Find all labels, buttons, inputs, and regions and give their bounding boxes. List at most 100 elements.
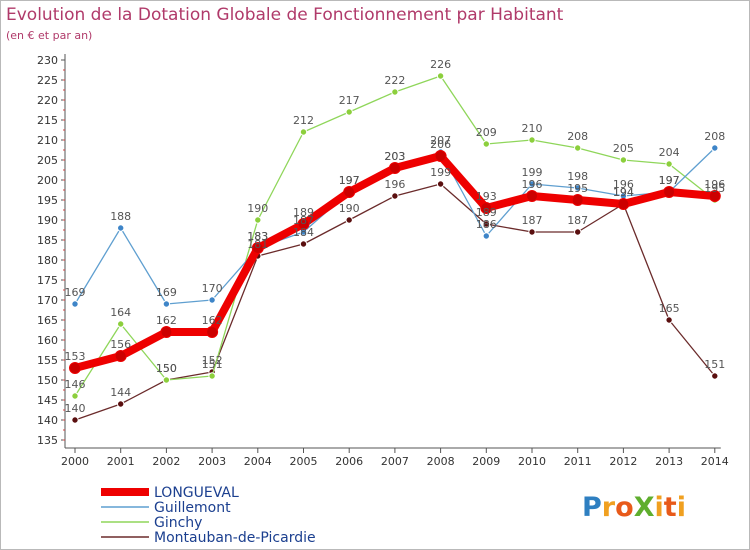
data-label: 187 xyxy=(567,214,588,227)
x-tick-label: 2004 xyxy=(244,455,272,468)
data-label: 183 xyxy=(247,230,268,243)
x-tick-label: 2010 xyxy=(518,455,546,468)
data-label: 162 xyxy=(202,314,223,327)
data-label: 169 xyxy=(65,286,86,299)
legend-label: LONGUEVAL xyxy=(154,485,239,501)
data-point xyxy=(434,150,447,162)
data-point xyxy=(528,136,536,144)
data-label: 196 xyxy=(522,178,543,191)
series-ginchy xyxy=(71,72,719,400)
data-label: 169 xyxy=(156,286,177,299)
data-label: 212 xyxy=(293,114,314,127)
data-label: 199 xyxy=(430,166,451,179)
y-tick-label: 165 xyxy=(37,314,58,327)
x-tick-label: 2007 xyxy=(381,455,409,468)
proxiti-logo: ProXiti xyxy=(582,492,686,523)
data-point xyxy=(71,416,79,424)
y-tick-label: 190 xyxy=(37,214,58,227)
data-label: 205 xyxy=(613,142,634,155)
data-point xyxy=(388,162,401,174)
data-point xyxy=(574,144,582,152)
data-point xyxy=(114,350,127,362)
y-tick-label: 155 xyxy=(37,354,58,367)
data-point xyxy=(665,316,673,324)
data-label: 186 xyxy=(476,218,497,231)
x-tick-label: 2001 xyxy=(107,455,135,468)
logo-letter: i xyxy=(677,492,686,523)
data-label: 226 xyxy=(430,58,451,71)
logo-letter: X xyxy=(634,492,655,523)
data-point xyxy=(482,232,490,240)
legend-label: Montauban-de-Picardie xyxy=(154,530,316,546)
y-tick-label: 185 xyxy=(37,234,58,247)
data-label: 151 xyxy=(202,358,223,371)
y-tick-label: 205 xyxy=(37,154,58,167)
data-point xyxy=(711,372,719,380)
y-tick-label: 180 xyxy=(37,254,58,267)
data-point xyxy=(208,296,216,304)
y-tick-label: 215 xyxy=(37,114,58,127)
data-label: 206 xyxy=(430,138,451,151)
data-point xyxy=(574,228,582,236)
logo-letter: r xyxy=(602,492,616,523)
data-point xyxy=(617,198,630,210)
data-point xyxy=(711,144,719,152)
data-label: 181 xyxy=(247,238,268,251)
data-label: 146 xyxy=(65,378,86,391)
data-label: 183 xyxy=(247,230,268,243)
y-tick-label: 145 xyxy=(37,394,58,407)
data-point xyxy=(571,194,584,206)
y-tick-label: 170 xyxy=(37,294,58,307)
y-tick-label: 150 xyxy=(37,374,58,387)
x-tick-label: 2009 xyxy=(472,455,500,468)
data-point xyxy=(206,326,219,338)
data-point xyxy=(162,300,171,308)
data-label: 165 xyxy=(659,302,680,315)
data-point xyxy=(117,224,125,232)
data-label: 222 xyxy=(384,74,405,87)
data-label: 210 xyxy=(522,122,543,135)
data-label: 209 xyxy=(476,126,497,139)
data-point xyxy=(528,180,536,188)
data-point xyxy=(208,372,216,380)
data-point xyxy=(436,180,445,188)
data-point xyxy=(665,160,673,168)
data-point xyxy=(343,186,356,198)
data-label: 189 xyxy=(293,206,314,219)
logo-letter: i xyxy=(655,492,664,523)
x-tick-label: 2008 xyxy=(427,455,455,468)
y-tick-label: 195 xyxy=(37,194,58,207)
data-point xyxy=(71,300,79,308)
data-point xyxy=(117,400,125,408)
series-longueval xyxy=(69,150,721,374)
data-label: 144 xyxy=(110,386,131,399)
x-tick-label: 2002 xyxy=(152,455,180,468)
y-tick-label: 140 xyxy=(37,414,58,427)
data-label: 203 xyxy=(384,150,405,163)
data-label: 193 xyxy=(476,190,497,203)
data-label: 140 xyxy=(65,402,86,415)
y-tick-label: 230 xyxy=(37,54,58,67)
y-tick-label: 175 xyxy=(37,274,58,287)
data-point xyxy=(71,392,79,400)
logo-letter: t xyxy=(664,492,677,523)
data-label: 162 xyxy=(156,314,177,327)
data-label: 197 xyxy=(659,174,680,187)
y-tick-label: 210 xyxy=(37,134,58,147)
data-point xyxy=(574,184,582,192)
data-label: 150 xyxy=(156,362,177,375)
data-point xyxy=(69,362,81,374)
data-label: 189 xyxy=(476,206,497,219)
data-label: 195 xyxy=(704,182,725,195)
y-tick-label: 225 xyxy=(37,74,58,87)
data-label: 188 xyxy=(110,210,131,223)
data-point xyxy=(528,228,536,236)
data-label: 190 xyxy=(339,202,360,215)
data-point xyxy=(663,186,676,198)
data-label: 190 xyxy=(247,202,268,215)
series-layer xyxy=(69,72,721,424)
data-label: 217 xyxy=(339,94,360,107)
data-label: 208 xyxy=(567,130,588,143)
data-point xyxy=(480,202,493,214)
data-point xyxy=(117,320,125,328)
